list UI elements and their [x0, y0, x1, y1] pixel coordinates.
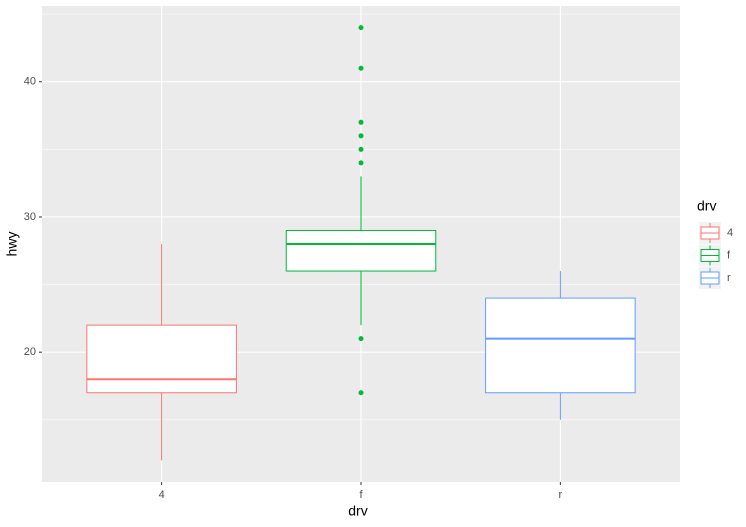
- legend-label: f: [727, 249, 731, 261]
- x-tick-label: r: [559, 489, 563, 501]
- legend-label: r: [727, 272, 731, 284]
- outlier: [358, 65, 364, 71]
- outlier: [358, 336, 364, 342]
- legend-title: drv: [697, 198, 716, 214]
- outlier: [358, 25, 364, 31]
- y-tick-label: 20: [24, 346, 36, 358]
- box: [285, 229, 437, 272]
- outlier: [358, 119, 364, 125]
- outlier: [358, 133, 364, 139]
- y-axis-title: hwy: [4, 232, 20, 257]
- x-tick-label: 4: [159, 489, 165, 501]
- outlier: [358, 160, 364, 166]
- box: [86, 324, 237, 394]
- legend-label: 4: [727, 227, 733, 239]
- x-axis-title: drv: [348, 503, 367, 519]
- outlier: [358, 146, 364, 152]
- y-tick-label: 40: [24, 76, 36, 88]
- x-tick-label: f: [359, 489, 363, 501]
- outlier: [358, 390, 364, 396]
- y-tick-label: 30: [24, 211, 36, 223]
- box: [485, 297, 636, 394]
